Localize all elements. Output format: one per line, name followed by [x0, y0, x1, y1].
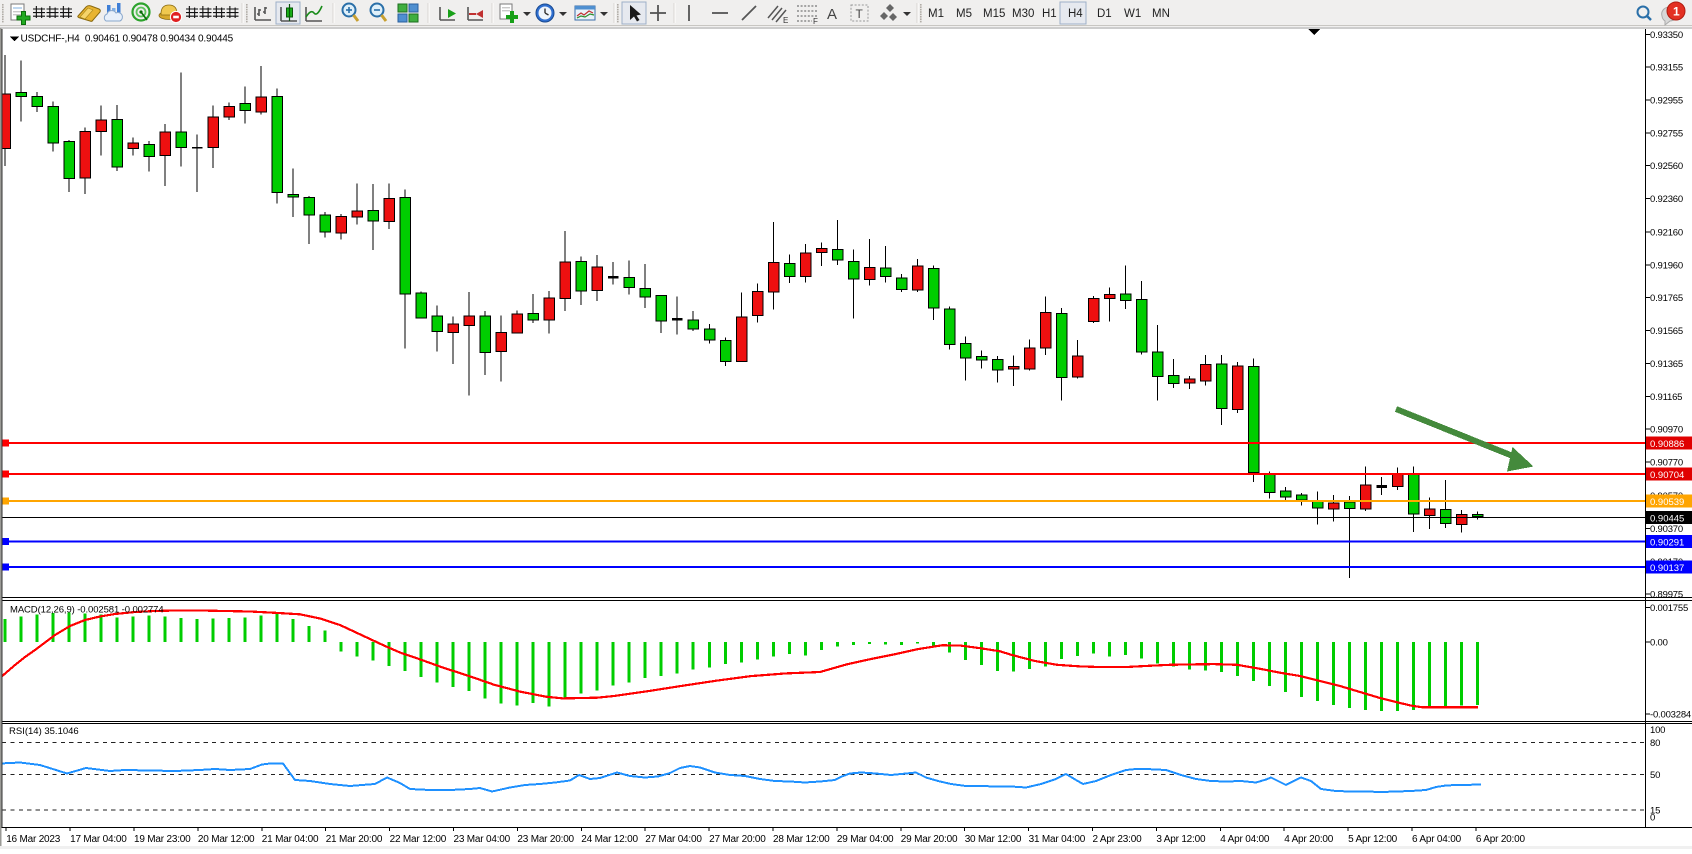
svg-text:USDCHF-,H4 0.90461 0.90478 0.: USDCHF-,H4 0.90461 0.90478 0.90434 0.904… — [21, 34, 234, 45]
svg-text:15: 15 — [1650, 805, 1660, 816]
svg-text:5 Apr 12:00: 5 Apr 12:00 — [1348, 834, 1398, 845]
svg-text:100: 100 — [1650, 725, 1665, 736]
svg-text:A: A — [827, 6, 837, 23]
svg-text:0.91565: 0.91565 — [1650, 326, 1683, 337]
svg-text:29 Mar 04:00: 29 Mar 04:00 — [837, 834, 894, 845]
svg-text:0.90704: 0.90704 — [1650, 470, 1684, 481]
svg-text:30 Mar 12:00: 30 Mar 12:00 — [965, 834, 1022, 845]
svg-text:H4: H4 — [1068, 8, 1083, 20]
svg-text:F: F — [813, 17, 818, 26]
svg-text:W1: W1 — [1124, 8, 1141, 20]
svg-text:31 Mar 04:00: 31 Mar 04:00 — [1029, 834, 1086, 845]
svg-text:0.90291: 0.90291 — [1650, 538, 1684, 549]
svg-text:27 Mar 04:00: 27 Mar 04:00 — [645, 834, 702, 845]
svg-text:24 Mar 12:00: 24 Mar 12:00 — [581, 834, 638, 845]
svg-text:20 Mar 12:00: 20 Mar 12:00 — [198, 834, 255, 845]
svg-text:M30: M30 — [1012, 8, 1034, 20]
svg-text:1: 1 — [1673, 5, 1680, 19]
svg-text:23 Mar 20:00: 23 Mar 20:00 — [517, 834, 574, 845]
svg-text:4 Apr 04:00: 4 Apr 04:00 — [1220, 834, 1270, 845]
svg-text:T: T — [856, 7, 864, 21]
svg-text:0.90970: 0.90970 — [1650, 425, 1683, 436]
svg-text:D1: D1 — [1097, 8, 1112, 20]
svg-text:21 Mar 04:00: 21 Mar 04:00 — [262, 834, 319, 845]
svg-text:0.90770: 0.90770 — [1650, 458, 1683, 469]
svg-text:80: 80 — [1650, 738, 1660, 749]
svg-text:0.89975: 0.89975 — [1650, 590, 1683, 601]
svg-text:0.00: 0.00 — [1650, 638, 1668, 649]
svg-text:3 Apr 12:00: 3 Apr 12:00 — [1156, 834, 1206, 845]
svg-text:0.90886: 0.90886 — [1650, 439, 1684, 450]
svg-text:0.90539: 0.90539 — [1650, 497, 1684, 508]
svg-text:0.92755: 0.92755 — [1650, 129, 1683, 140]
svg-text:0.93155: 0.93155 — [1650, 62, 1683, 73]
svg-text:29 Mar 20:00: 29 Mar 20:00 — [901, 834, 958, 845]
svg-text:E: E — [783, 16, 788, 25]
svg-text:21 Mar 20:00: 21 Mar 20:00 — [326, 834, 383, 845]
svg-text:0.92560: 0.92560 — [1650, 161, 1683, 172]
svg-text:0.92360: 0.92360 — [1650, 194, 1683, 205]
svg-text:0: 0 — [1650, 813, 1655, 824]
svg-text:0.91165: 0.91165 — [1650, 392, 1682, 403]
svg-text:17 Mar 04:00: 17 Mar 04:00 — [70, 834, 127, 845]
svg-text:2 Apr 23:00: 2 Apr 23:00 — [1093, 834, 1143, 845]
svg-text:50: 50 — [1650, 770, 1660, 781]
svg-text:28 Mar 12:00: 28 Mar 12:00 — [773, 834, 830, 845]
svg-text:0.91365: 0.91365 — [1650, 359, 1683, 370]
svg-text:0.90445: 0.90445 — [1650, 514, 1684, 525]
svg-text:0.001755: 0.001755 — [1650, 603, 1688, 614]
svg-text:H1: H1 — [1042, 8, 1057, 20]
svg-text:0.91960: 0.91960 — [1650, 260, 1683, 271]
svg-text:27 Mar 20:00: 27 Mar 20:00 — [709, 834, 766, 845]
svg-text:0.90137: 0.90137 — [1650, 563, 1684, 574]
svg-text:16 Mar 2023: 16 Mar 2023 — [6, 834, 61, 845]
svg-text:19 Mar 23:00: 19 Mar 23:00 — [134, 834, 191, 845]
svg-text:23 Mar 04:00: 23 Mar 04:00 — [454, 834, 511, 845]
svg-text:0.92955: 0.92955 — [1650, 96, 1683, 107]
svg-text:M1: M1 — [928, 8, 944, 20]
svg-text:MACD(12,26,9) -0.002581 -0.002: MACD(12,26,9) -0.002581 -0.002774 — [10, 605, 164, 616]
svg-text:4 Apr 20:00: 4 Apr 20:00 — [1284, 834, 1334, 845]
svg-text:RSI(14) 35.1046: RSI(14) 35.1046 — [9, 726, 79, 737]
svg-text:22 Mar 12:00: 22 Mar 12:00 — [390, 834, 447, 845]
svg-text:0.91765: 0.91765 — [1650, 293, 1683, 304]
svg-text:0.90370: 0.90370 — [1650, 524, 1683, 535]
svg-text:0.92160: 0.92160 — [1650, 227, 1683, 238]
svg-text:M15: M15 — [983, 8, 1005, 20]
svg-text:MN: MN — [1152, 8, 1170, 20]
svg-text:M5: M5 — [956, 8, 972, 20]
svg-text:6 Apr 20:00: 6 Apr 20:00 — [1476, 834, 1526, 845]
svg-text:0.93350: 0.93350 — [1650, 30, 1683, 41]
svg-text:6 Apr 04:00: 6 Apr 04:00 — [1412, 834, 1462, 845]
svg-text:-0.003284: -0.003284 — [1650, 710, 1691, 721]
